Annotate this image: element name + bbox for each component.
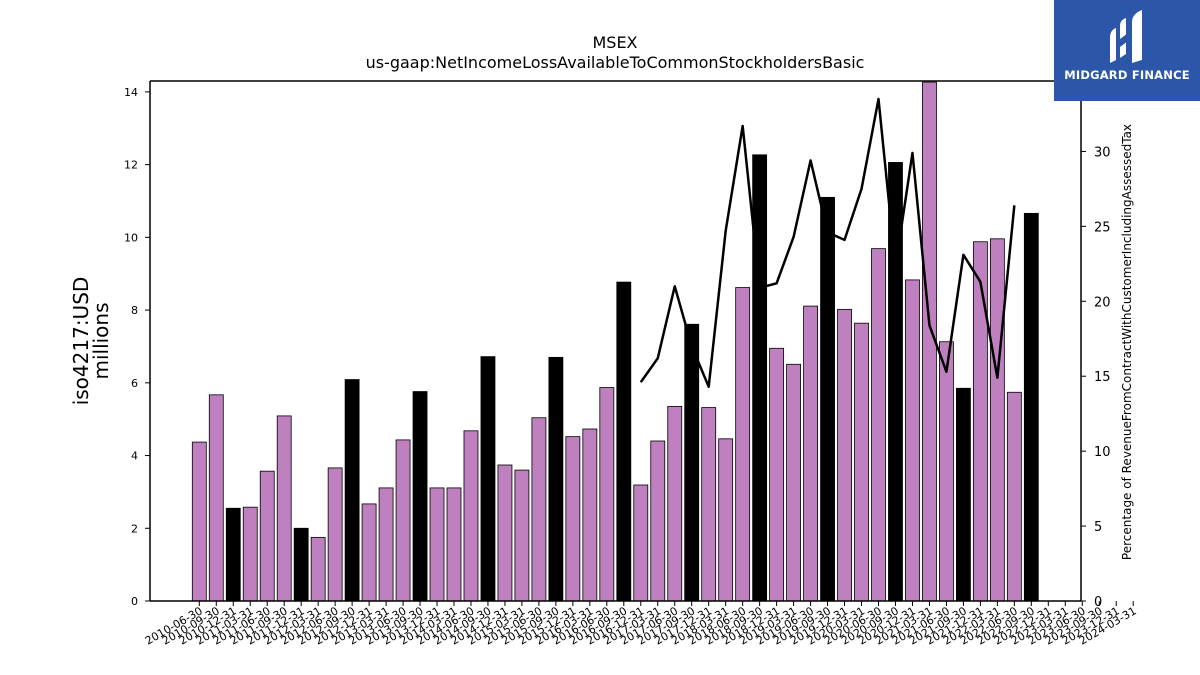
bar bbox=[480, 356, 496, 602]
left-tick-label: 12 bbox=[124, 159, 138, 172]
bar bbox=[803, 305, 818, 602]
left-tick-label: 10 bbox=[124, 231, 138, 244]
bar bbox=[752, 154, 768, 602]
bar bbox=[446, 487, 462, 602]
bar bbox=[1023, 212, 1039, 602]
bar bbox=[905, 279, 920, 602]
bar bbox=[854, 322, 869, 602]
y-axis-label-left: iso4217:USD bbox=[69, 277, 93, 406]
bar bbox=[412, 391, 428, 602]
bar bbox=[684, 323, 700, 602]
bar bbox=[208, 394, 224, 602]
bar bbox=[565, 436, 581, 602]
left-tick-label: 4 bbox=[131, 450, 138, 463]
bar bbox=[786, 363, 801, 602]
bar bbox=[582, 428, 598, 602]
bar bbox=[293, 527, 309, 602]
bar bbox=[650, 440, 666, 602]
bar bbox=[259, 470, 275, 602]
bar bbox=[497, 464, 513, 602]
left-tick-label: 14 bbox=[124, 86, 138, 99]
bar bbox=[344, 379, 360, 602]
bar bbox=[735, 287, 751, 602]
bar bbox=[837, 308, 852, 602]
bar bbox=[701, 407, 717, 602]
bar bbox=[463, 430, 479, 602]
right-tick-label: 20 bbox=[1094, 295, 1111, 310]
bar bbox=[633, 484, 649, 602]
bar bbox=[956, 387, 971, 602]
bar bbox=[667, 406, 683, 602]
bar bbox=[972, 241, 988, 602]
bar bbox=[718, 438, 734, 602]
bar bbox=[191, 441, 207, 602]
bar bbox=[989, 238, 1005, 602]
bar bbox=[310, 536, 326, 602]
bar bbox=[599, 387, 615, 602]
bar bbox=[820, 196, 835, 602]
logo-text: MIDGARD FINANCE bbox=[1064, 68, 1190, 82]
chart-title: MSEX bbox=[592, 33, 637, 52]
right-tick-label: 25 bbox=[1094, 220, 1111, 235]
bar bbox=[616, 281, 632, 602]
bar bbox=[395, 439, 411, 602]
y-axis-label-right: Percentage of RevenueFromContractWithCus… bbox=[1120, 124, 1134, 560]
right-tick-label: 5 bbox=[1094, 520, 1102, 535]
bar bbox=[276, 415, 292, 602]
left-tick-label: 2 bbox=[131, 522, 138, 535]
bar bbox=[225, 507, 241, 602]
bar bbox=[548, 356, 564, 602]
bar bbox=[514, 469, 530, 602]
bar bbox=[1006, 391, 1022, 602]
left-tick-label: 0 bbox=[131, 595, 138, 608]
bar bbox=[242, 506, 258, 602]
right-tick-label: 0 bbox=[1094, 595, 1102, 610]
bar bbox=[361, 503, 377, 602]
left-tick-label: 8 bbox=[131, 304, 138, 317]
line-series bbox=[639, 97, 1016, 388]
bar bbox=[939, 341, 954, 602]
bar bbox=[378, 487, 394, 602]
logo-mark-icon bbox=[1110, 10, 1142, 63]
left-tick-label: 6 bbox=[131, 377, 138, 390]
bar bbox=[327, 467, 343, 602]
bar bbox=[871, 248, 886, 602]
right-tick-label: 10 bbox=[1094, 445, 1111, 460]
right-tick-label: 15 bbox=[1094, 370, 1111, 385]
midgard-finance-logo: MIDGARD FINANCE bbox=[1054, 0, 1200, 101]
bar bbox=[429, 487, 445, 602]
right-tick-label: 30 bbox=[1094, 145, 1111, 160]
y-axis-label-left-units: millions bbox=[89, 302, 113, 379]
chart-subtitle: us-gaap:NetIncomeLossAvailableToCommonSt… bbox=[366, 53, 865, 72]
bar bbox=[769, 347, 785, 602]
bar bbox=[531, 417, 547, 602]
